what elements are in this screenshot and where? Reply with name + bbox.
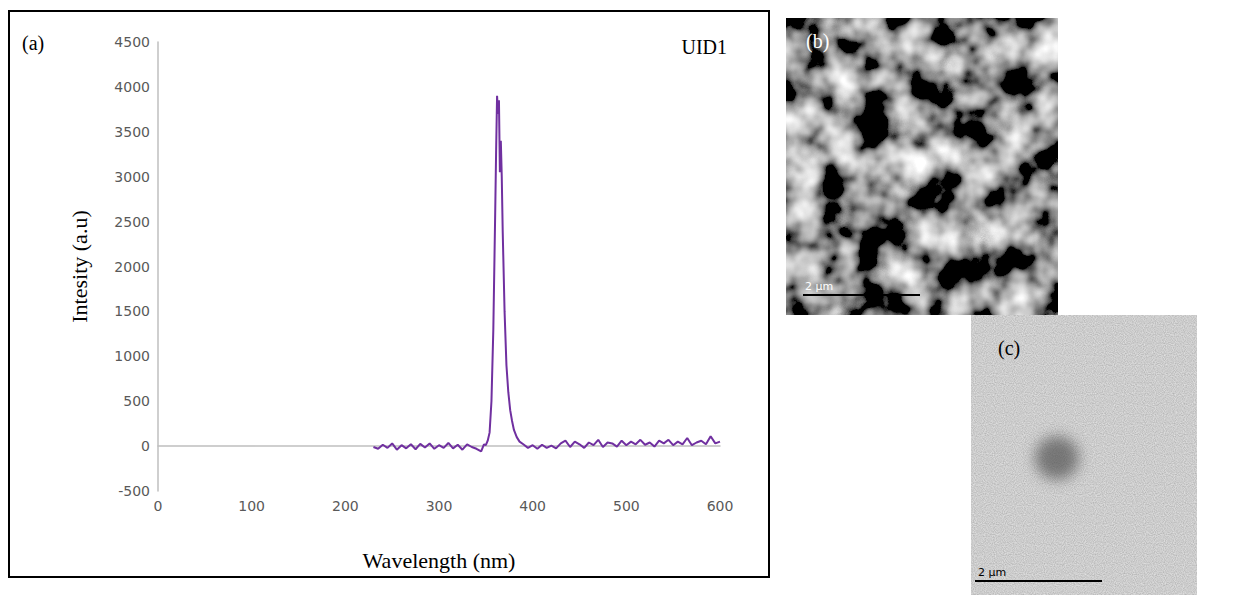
svg-text:-500: -500	[118, 483, 150, 499]
svg-text:2500: 2500	[114, 214, 150, 230]
svg-text:4000: 4000	[114, 79, 150, 95]
svg-text:0: 0	[141, 438, 150, 454]
svg-text:2 μm: 2 μm	[978, 566, 1006, 579]
svg-text:1500: 1500	[114, 303, 150, 319]
svg-text:4500: 4500	[114, 34, 150, 50]
svg-text:100: 100	[238, 498, 265, 514]
svg-text:(c): (c)	[998, 337, 1020, 360]
html-text:(a): (a)	[22, 32, 45, 54]
svg-text:3000: 3000	[114, 169, 150, 185]
svg-text:3500: 3500	[114, 124, 150, 140]
svg-text:Wavelength (nm): Wavelength (nm)	[363, 548, 516, 573]
svg-text:2 μm: 2 μm	[805, 280, 833, 293]
svg-text:500: 500	[613, 498, 640, 514]
svg-text:0: 0	[154, 498, 163, 514]
svg-text:(b): (b)	[806, 30, 829, 53]
svg-text:400: 400	[519, 498, 546, 514]
svg-text:200: 200	[332, 498, 359, 514]
svg-text:300: 300	[426, 498, 453, 514]
svg-text:2000: 2000	[114, 259, 150, 275]
svg-text:UID1: UID1	[681, 36, 727, 58]
svg-text:Intesity (a.u): Intesity (a.u)	[67, 210, 92, 322]
svg-text:500: 500	[123, 393, 150, 409]
svg-text:1000: 1000	[114, 348, 150, 364]
svg-text:600: 600	[707, 498, 734, 514]
